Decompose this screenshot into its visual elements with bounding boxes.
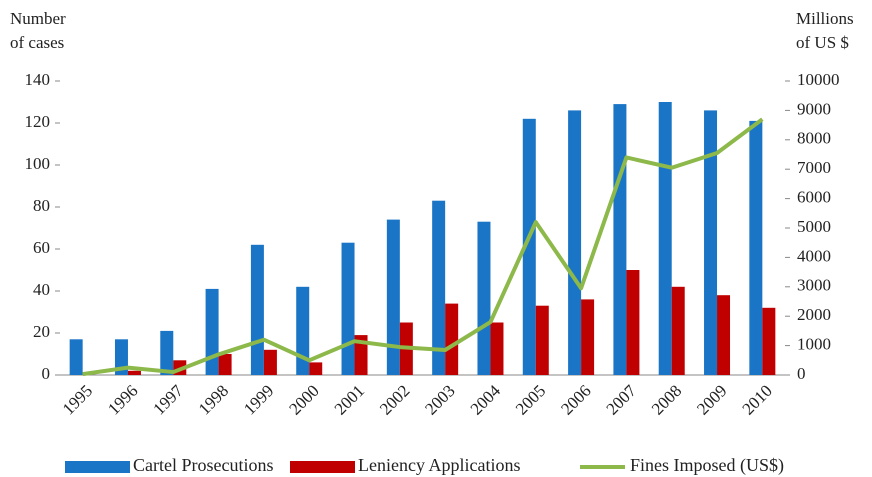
bar — [218, 354, 232, 375]
y2-tick-label: 2000 — [797, 305, 831, 324]
bar — [354, 335, 368, 375]
y2-tick-label: 10000 — [797, 70, 840, 89]
y-axis-label: of cases — [10, 33, 64, 52]
x-tick-label: 1995 — [59, 381, 96, 418]
y2-tick-label: 6000 — [797, 188, 831, 207]
x-tick-label: 2000 — [285, 381, 322, 418]
bar — [749, 120, 763, 376]
x-tick-label: 1997 — [149, 381, 187, 419]
x-tick-label: 2003 — [421, 381, 458, 418]
y2-tick-label: 7000 — [797, 158, 831, 177]
y2-tick-label: 1000 — [797, 335, 831, 354]
y-axis-label: Number — [10, 9, 66, 28]
bar — [445, 303, 459, 375]
y2-tick-label: 3000 — [797, 276, 831, 295]
x-tick-label: 1999 — [240, 381, 277, 418]
bar — [477, 221, 491, 375]
bar — [568, 110, 582, 376]
bar — [535, 305, 549, 375]
x-tick-label: 2008 — [648, 381, 685, 418]
bar — [69, 339, 83, 375]
y2-tick-label: 5000 — [797, 217, 831, 236]
bar — [386, 219, 400, 375]
x-tick-label: 2009 — [693, 381, 730, 418]
x-tick-label: 1998 — [195, 381, 232, 418]
y-tick-label: 60 — [33, 238, 50, 257]
y-tick-label: 100 — [25, 154, 51, 173]
bar — [626, 270, 640, 375]
y-tick-label: 120 — [25, 112, 51, 131]
x-tick-label: 2002 — [376, 381, 413, 418]
bar — [671, 286, 685, 375]
bar — [613, 104, 627, 375]
bar — [704, 110, 718, 376]
bar — [490, 322, 504, 375]
y2-axis-label: Millions — [796, 9, 854, 28]
line-series — [82, 117, 764, 377]
legend-label: Fines Imposed (US$) — [630, 455, 784, 476]
bar — [250, 244, 264, 375]
bar — [432, 200, 446, 375]
bar — [341, 242, 355, 375]
y-tick-label: 40 — [33, 280, 50, 299]
y-tick-label: 0 — [42, 364, 51, 383]
bar — [581, 299, 595, 375]
bar — [522, 118, 536, 376]
y2-axis-label: of US $ — [796, 33, 849, 52]
legend-label: Leniency Applications — [358, 455, 520, 475]
bar — [263, 349, 277, 375]
y2-tick-label: 4000 — [797, 246, 831, 265]
x-tick-label: 2006 — [557, 381, 594, 418]
bar — [160, 330, 174, 375]
bar — [658, 102, 672, 375]
y2-tick-label: 0 — [797, 364, 806, 383]
bar — [717, 295, 731, 375]
x-tick-label: 2005 — [512, 381, 549, 418]
y-tick-label: 140 — [25, 70, 51, 89]
legend-label: Cartel Prosecutions — [133, 455, 273, 475]
legend-swatch — [290, 461, 355, 473]
y2-tick-label: 9000 — [797, 99, 831, 118]
x-tick-label: 1996 — [104, 381, 141, 418]
bar — [114, 339, 128, 375]
bar — [309, 362, 323, 375]
y2-tick-label: 8000 — [797, 129, 831, 148]
legend-swatch — [65, 461, 130, 473]
x-tick-label: 2001 — [331, 381, 368, 418]
y-tick-label: 20 — [33, 322, 50, 341]
y-tick-label: 80 — [33, 196, 50, 215]
x-tick-label: 2007 — [603, 381, 641, 419]
bar — [127, 370, 141, 375]
bar — [762, 307, 776, 375]
bar — [205, 288, 219, 375]
x-tick-label: 2004 — [467, 381, 505, 419]
x-tick-label: 2010 — [738, 381, 775, 418]
bar — [296, 286, 310, 375]
